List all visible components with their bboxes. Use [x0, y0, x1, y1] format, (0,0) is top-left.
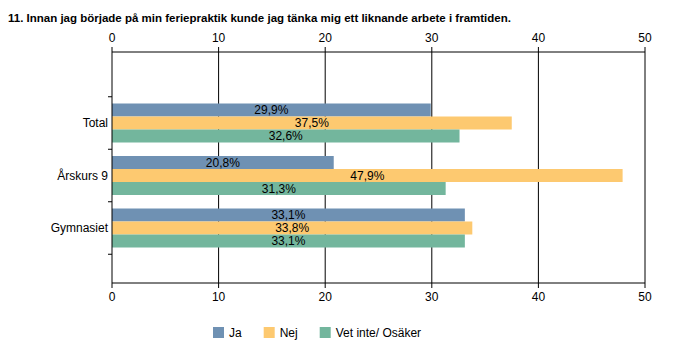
tick-label-top: 50	[638, 31, 652, 45]
tick-label-top: 30	[425, 31, 439, 45]
axis-bottom	[112, 283, 645, 284]
bar	[112, 130, 460, 143]
data-label: 31,3%	[262, 182, 296, 196]
tick-mark-top	[645, 47, 646, 52]
legend-label: Ja	[229, 326, 242, 340]
legend-label: Vet inte/ Osäker	[336, 326, 421, 340]
category-label: Total	[83, 116, 108, 130]
axis-top	[112, 52, 645, 53]
tick-mark-top	[325, 47, 326, 52]
bar	[112, 169, 623, 182]
bar	[112, 209, 465, 222]
tick-mark-top	[218, 47, 219, 52]
title: 11. Innan jag började på min ferieprakti…	[8, 12, 511, 24]
data-label: 37,5%	[295, 116, 329, 130]
data-label: 20,8%	[206, 156, 240, 170]
tick-label-bottom: 0	[109, 290, 116, 304]
category-tick	[108, 149, 112, 150]
tick-mark-bottom	[645, 283, 646, 288]
tick-label-top: 20	[319, 31, 333, 45]
tick-mark-bottom	[431, 283, 432, 288]
data-label: 32,6%	[269, 129, 303, 143]
tick-mark-bottom	[112, 283, 113, 288]
bars	[112, 104, 623, 248]
tick-mark-top	[538, 47, 539, 52]
bar	[112, 156, 334, 169]
axis-left	[112, 52, 113, 283]
grid-line	[431, 52, 432, 283]
legend-label: Nej	[280, 326, 298, 340]
category-label: Årskurs 9	[57, 168, 108, 183]
tick-mark-bottom	[325, 283, 326, 288]
tick-label-bottom: 40	[532, 290, 546, 304]
tick-label-top: 40	[532, 31, 546, 45]
tick-mark-bottom	[218, 283, 219, 288]
legend-swatch	[264, 327, 275, 338]
data-label: 47,9%	[350, 169, 384, 183]
category-tick	[108, 254, 112, 255]
category-tick	[108, 96, 112, 97]
data-label: 33,1%	[271, 234, 305, 248]
tick-label-top: 0	[109, 31, 116, 45]
category-label: Gymnasiet	[51, 221, 109, 235]
category-tick	[108, 201, 112, 202]
grid-line	[645, 52, 646, 283]
tick-label-bottom: 50	[638, 290, 652, 304]
bar	[112, 222, 472, 235]
tick-label-bottom: 30	[425, 290, 439, 304]
tick-label-bottom: 20	[319, 290, 333, 304]
data-label: 29,9%	[254, 103, 288, 117]
tick-label-top: 10	[212, 31, 226, 45]
tick-mark-top	[112, 47, 113, 52]
legend-swatch	[213, 327, 224, 338]
bar	[112, 182, 446, 195]
grid-line	[538, 52, 539, 283]
data-label: 33,8%	[275, 221, 309, 235]
bar	[112, 235, 465, 248]
tick-mark-bottom	[538, 283, 539, 288]
chart: 11. Innan jag började på min ferieprakti…	[0, 0, 675, 359]
bar	[112, 117, 512, 130]
data-labels: 29,9% 37,5%32,6% 20,8% 47,9% 31,3% 33,1%33,8%…	[206, 103, 385, 248]
legend-swatch	[320, 327, 331, 338]
data-label: 33,1%	[271, 208, 305, 222]
tick-label-bottom: 10	[212, 290, 226, 304]
legend: Ja Nej Vet inte/ Osäker	[213, 326, 421, 340]
bar	[112, 104, 431, 117]
tick-mark-top	[431, 47, 432, 52]
